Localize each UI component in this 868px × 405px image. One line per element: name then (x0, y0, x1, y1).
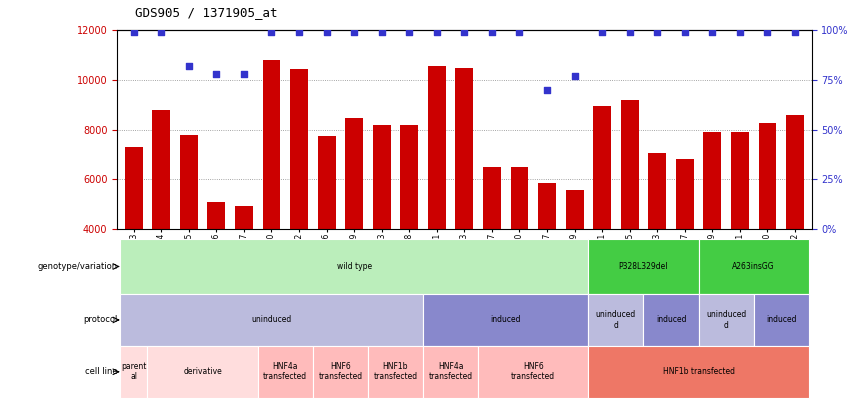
Bar (235, 207, 253, 328)
Point (485, 29, 499, 36)
Bar (120, 346, 148, 398)
Point (293, 29, 306, 36)
Bar (318, 136, 336, 328)
Bar (589, 239, 699, 294)
Text: A263insGG: A263insGG (733, 262, 775, 271)
Bar (120, 239, 589, 294)
Bar (148, 346, 258, 398)
Text: uninduced
d: uninduced d (706, 310, 746, 330)
Bar (312, 346, 368, 398)
Point (650, 29, 664, 36)
Point (706, 29, 720, 36)
Bar (478, 346, 589, 398)
Point (127, 29, 141, 36)
Text: HNF6
transfected: HNF6 transfected (319, 362, 363, 382)
Point (595, 29, 609, 36)
Point (155, 29, 168, 36)
Point (457, 29, 471, 36)
Point (512, 29, 526, 36)
Point (265, 29, 279, 36)
Text: GDS905 / 1371905_at: GDS905 / 1371905_at (135, 6, 277, 19)
Text: HNF1b transfected: HNF1b transfected (662, 367, 734, 376)
Bar (731, 132, 749, 328)
Text: P328L329del: P328L329del (619, 262, 668, 271)
Bar (152, 110, 170, 328)
Bar (400, 125, 418, 328)
Text: genotype/variation: genotype/variation (37, 262, 117, 271)
Point (375, 29, 389, 36)
Text: uninduced
d: uninduced d (595, 310, 636, 330)
Bar (566, 190, 583, 328)
Point (347, 29, 361, 36)
Bar (290, 69, 308, 328)
Text: protocol: protocol (83, 315, 117, 324)
Point (540, 87, 554, 93)
Bar (120, 294, 423, 346)
Point (760, 29, 774, 36)
Point (182, 63, 196, 69)
Bar (207, 202, 226, 328)
Point (209, 71, 223, 77)
Text: HNF1b
transfected: HNF1b transfected (373, 362, 418, 382)
Text: induced: induced (766, 315, 797, 324)
Bar (125, 147, 142, 328)
Bar (423, 346, 478, 398)
Bar (428, 66, 446, 328)
Bar (538, 183, 556, 328)
Text: parent
al: parent al (121, 362, 147, 382)
Bar (753, 294, 809, 346)
Bar (180, 134, 198, 328)
Bar (759, 124, 777, 328)
Point (319, 29, 333, 36)
Bar (648, 153, 667, 328)
Bar (262, 60, 280, 328)
Bar (621, 100, 639, 328)
Text: derivative: derivative (183, 367, 222, 376)
Text: HNF4a
transfected: HNF4a transfected (429, 362, 473, 382)
Bar (345, 118, 363, 328)
Bar (258, 346, 312, 398)
Point (678, 29, 692, 36)
Bar (368, 346, 423, 398)
Bar (703, 132, 721, 328)
Point (403, 29, 417, 36)
Bar (699, 239, 809, 294)
Point (733, 29, 746, 36)
Bar (423, 294, 589, 346)
Bar (372, 125, 391, 328)
Bar (589, 294, 643, 346)
Point (237, 71, 251, 77)
Bar (456, 68, 473, 328)
Bar (589, 346, 809, 398)
Text: HNF6
transfected: HNF6 transfected (511, 362, 556, 382)
Text: uninduced: uninduced (252, 315, 292, 324)
Bar (510, 167, 529, 328)
Point (622, 29, 636, 36)
Bar (593, 106, 611, 328)
Bar (483, 167, 501, 328)
Bar (676, 160, 694, 328)
Bar (643, 294, 699, 346)
Text: induced: induced (656, 315, 687, 324)
Point (430, 29, 444, 36)
Text: HNF4a
transfected: HNF4a transfected (263, 362, 307, 382)
Text: cell line: cell line (85, 367, 117, 376)
Point (568, 73, 582, 79)
Text: induced: induced (490, 315, 521, 324)
Bar (699, 294, 753, 346)
Bar (786, 115, 804, 328)
Point (788, 29, 802, 36)
Text: wild type: wild type (337, 262, 372, 271)
